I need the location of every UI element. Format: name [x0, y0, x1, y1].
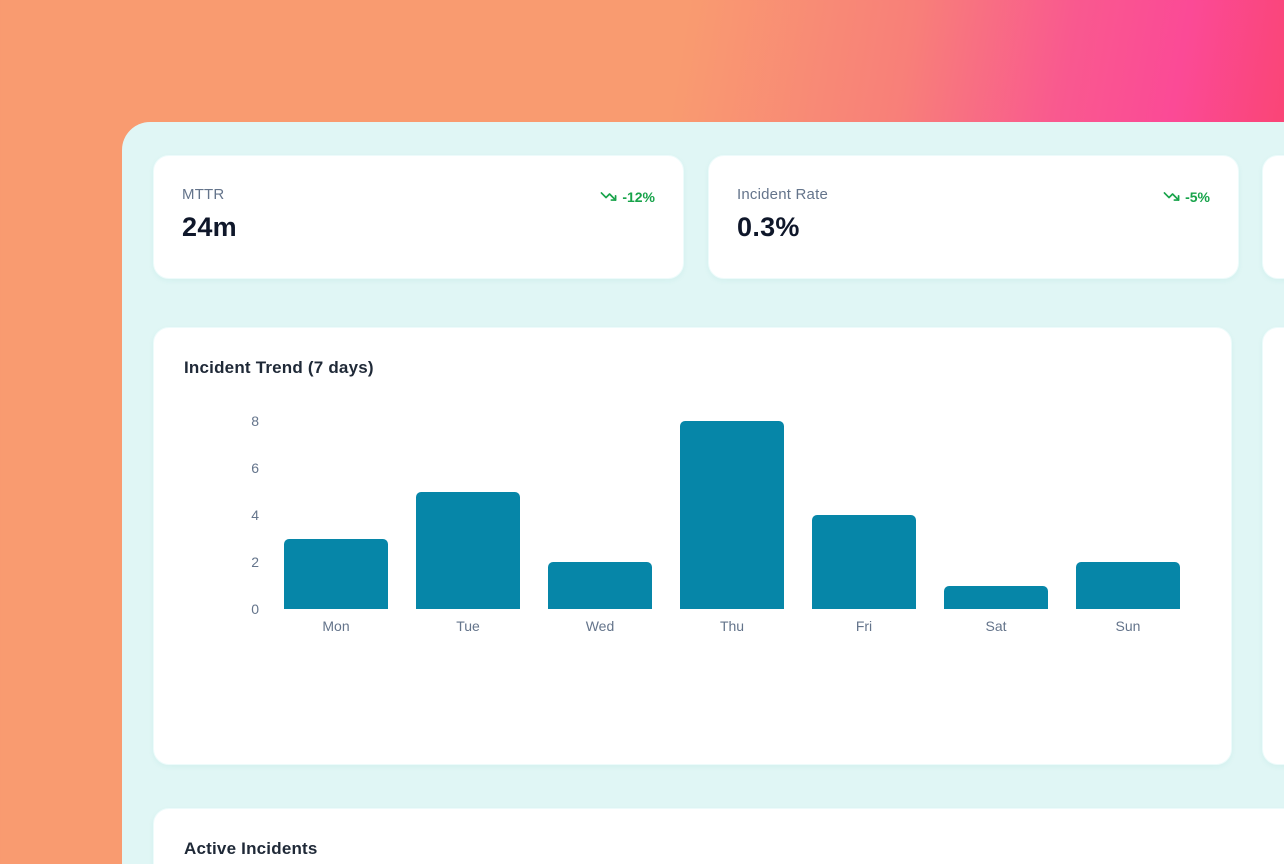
x-tick-label: Mon	[322, 618, 350, 634]
bar-slot: Thu	[666, 421, 798, 634]
bar-slot: Fri	[798, 421, 930, 634]
chart-card-partial	[1262, 327, 1284, 765]
bar-sat[interactable]	[944, 585, 1048, 609]
bar-slot: Sun	[1062, 421, 1194, 634]
bar-slot: Wed	[534, 421, 666, 634]
kpi-card-mttr: MTTR 24m -12%	[153, 155, 684, 279]
y-tick-label: 8	[251, 413, 259, 429]
bar-tue[interactable]	[416, 491, 520, 609]
bar-sun[interactable]	[1076, 562, 1180, 609]
trending-down-icon	[1163, 188, 1180, 205]
kpi-trend-badge: -12%	[600, 188, 655, 205]
kpi-card-partial	[1262, 155, 1284, 279]
kpi-trend-badge: -5%	[1163, 188, 1210, 205]
bar-mon[interactable]	[284, 538, 388, 609]
bar-slot: Mon	[270, 421, 402, 634]
x-tick-label: Fri	[855, 618, 873, 634]
x-tick-label: Sat	[985, 618, 1007, 634]
kpi-text-group: Incident Rate 0.3%	[737, 186, 828, 243]
y-tick-label: 6	[251, 460, 259, 476]
kpi-card-incident-rate: Incident Rate 0.3% -5%	[708, 155, 1239, 279]
active-incidents-card: Active Incidents	[153, 808, 1284, 864]
kpi-trend-value: -12%	[622, 188, 655, 205]
x-tick-label: Thu	[719, 618, 745, 634]
x-tick-label: Tue	[456, 618, 480, 634]
chart-title: Incident Trend (7 days)	[184, 358, 374, 377]
bar-series: Mon Tue Wed Thu Fri Sat Sun	[270, 421, 1194, 634]
incident-trend-chart-card: Incident Trend (7 days) 0 2 4 6 8 Mon Tue Wed T…	[153, 327, 1232, 765]
kpi-trend-value: -5%	[1185, 188, 1210, 205]
bar-slot: Sat	[930, 421, 1062, 634]
dashboard-panel: MTTR 24m -12% Incident Rate 0.3%	[122, 122, 1284, 864]
active-incidents-title: Active Incidents	[184, 839, 318, 858]
kpi-text-group: MTTR 24m	[182, 186, 237, 243]
y-axis: 0 2 4 6 8	[219, 328, 259, 764]
bar-fri[interactable]	[812, 515, 916, 609]
trending-down-icon	[600, 188, 617, 205]
x-tick-label: Sun	[1115, 618, 1141, 634]
kpi-label: Incident Rate	[737, 186, 828, 203]
y-tick-label: 0	[251, 601, 259, 617]
kpi-label: MTTR	[182, 186, 225, 203]
bar-slot: Tue	[402, 421, 534, 634]
y-tick-label: 2	[251, 554, 259, 570]
y-tick-label: 4	[251, 507, 259, 523]
kpi-value: 24m	[182, 212, 237, 242]
kpi-value: 0.3%	[737, 212, 800, 242]
bar-wed[interactable]	[548, 562, 652, 609]
bar-thu[interactable]	[680, 421, 784, 609]
x-tick-label: Wed	[585, 618, 615, 634]
